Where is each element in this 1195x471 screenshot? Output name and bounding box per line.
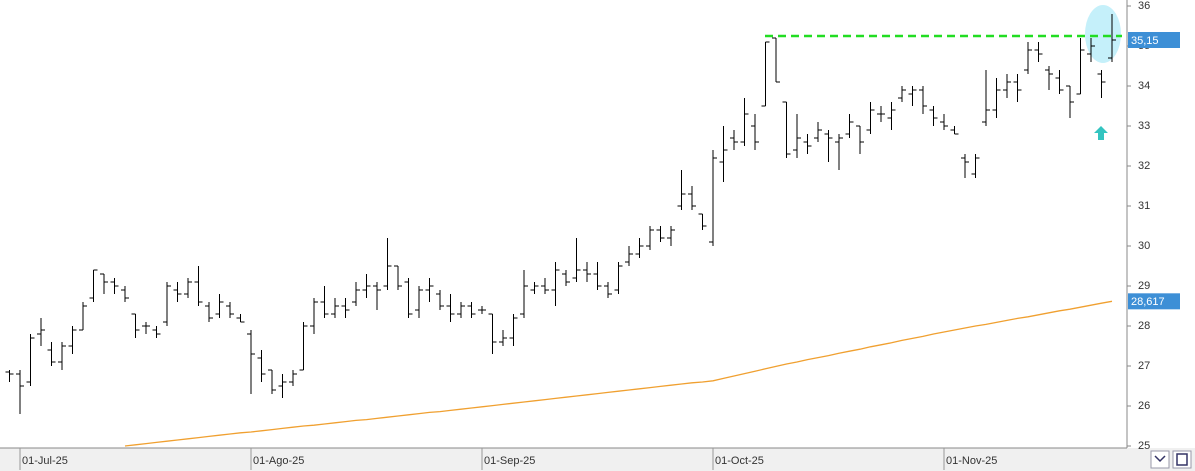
y-tick-label: 32	[1138, 160, 1150, 172]
y-tick-label: 28	[1138, 320, 1150, 332]
y-tick-label: 34	[1138, 80, 1150, 92]
last-value-box	[1128, 32, 1180, 48]
zoom-button[interactable]	[1150, 450, 1170, 469]
y-tick-label: 26	[1138, 400, 1150, 412]
y-tick-label: 31	[1138, 200, 1150, 212]
y-tick-label: 27	[1138, 360, 1150, 372]
x-tick-label: 01-Nov-25	[946, 455, 997, 467]
last-value-box	[1128, 293, 1180, 310]
up-arrow	[1094, 126, 1108, 140]
x-axis-strip	[0, 448, 1195, 471]
y-tick-label: 29	[1138, 280, 1150, 292]
toolbar	[1150, 450, 1192, 469]
last-value-label: 35,15	[1131, 35, 1159, 47]
y-tick-label: 33	[1138, 120, 1150, 132]
y-tick-label: 25	[1138, 440, 1150, 452]
x-tick-label: 01-Ago-25	[253, 455, 304, 467]
y-tick-label: 36	[1138, 0, 1150, 12]
y-tick-label: 30	[1138, 240, 1150, 252]
save-icon	[1176, 453, 1188, 466]
last-value-label: 28,617	[1131, 296, 1165, 308]
x-tick-label: 01-Oct-25	[715, 455, 764, 467]
plot	[5, 14, 1116, 447]
zoom-icon	[1154, 455, 1166, 463]
x-tick-label: 01-Jul-25	[22, 455, 68, 467]
x-tick-label: 01-Sep-25	[484, 455, 535, 467]
moving-average	[124, 300, 1113, 447]
